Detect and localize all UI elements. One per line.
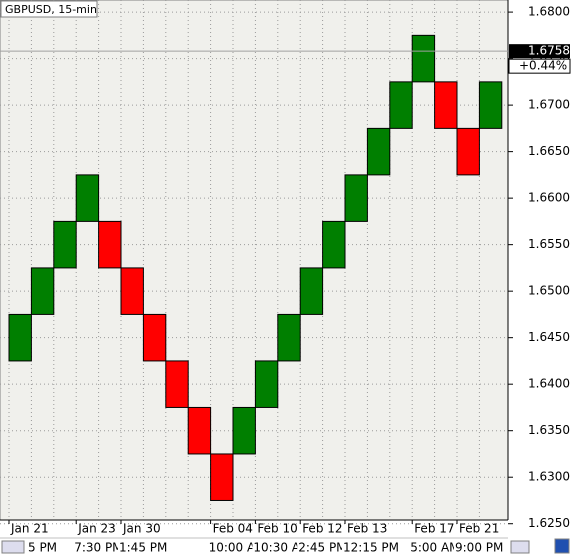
x-tick-label: Jan 21 (10, 522, 49, 536)
x-time-label: 5:00 AM (410, 541, 459, 555)
brick (232, 406, 256, 455)
brick (389, 81, 413, 129)
brick (366, 127, 391, 176)
x-time-label: 5 PM (28, 541, 57, 555)
brick (120, 267, 144, 315)
time-label-bg (342, 540, 394, 554)
x-tick-label: Feb 17 (414, 522, 454, 536)
plot (0, 0, 508, 525)
change-box (508, 58, 571, 74)
y-tick-label: 1.6350 (528, 423, 570, 437)
x-time-label: 9:00 PM (455, 541, 503, 555)
x-tick-label: Feb 21 (459, 522, 499, 536)
brick (411, 34, 436, 83)
x-tick-label: Feb 12 (302, 522, 342, 536)
y-tick-label: 1.6700 (528, 98, 570, 112)
brick (8, 313, 32, 362)
icon[interactable] (510, 540, 530, 554)
brick (277, 313, 301, 362)
y-tick-label: 1.6550 (528, 237, 570, 251)
x-time-label: 12:15 PM (343, 541, 399, 555)
brick (344, 174, 368, 222)
icon[interactable] (1, 540, 25, 554)
y-tick-label: 1.6250 (528, 516, 570, 530)
brick (98, 220, 122, 269)
time-label-bg (297, 540, 350, 554)
brick (299, 267, 324, 315)
x-time-label: 10:00 AM (209, 541, 266, 555)
x-tick-label: Feb 04 (213, 522, 253, 536)
brick (210, 453, 234, 501)
brick (165, 360, 189, 408)
y-tick-label: 1.6400 (528, 377, 570, 391)
time-label-bg (118, 540, 170, 554)
price-axis (508, 0, 571, 520)
y-tick-label: 1.6800 (528, 5, 570, 19)
last-price-label: 1.6758 (528, 44, 570, 58)
y-tick-label: 1.6450 (528, 330, 570, 344)
last-price-box (509, 44, 570, 59)
brick (53, 220, 77, 269)
x-time-label: 7:30 PM (74, 541, 122, 555)
brick (75, 174, 100, 222)
help-icon[interactable] (554, 538, 570, 554)
x-tick-label: Jan 23 (77, 522, 116, 536)
brick (478, 81, 503, 129)
brick (456, 127, 480, 176)
x-tick-label: Feb 13 (347, 522, 387, 536)
time-label-bg (207, 540, 260, 554)
x-time-label: 10:30 AM (253, 541, 310, 555)
x-tick-label: Jan 30 (122, 522, 161, 536)
brick (322, 220, 346, 269)
y-tick-label: 1.6600 (528, 191, 570, 205)
title-box (0, 0, 98, 18)
time-label-bg (409, 540, 462, 554)
time-label-bg (252, 540, 305, 554)
x-time-label: 1:45 PM (119, 541, 167, 555)
x-time-label: 2:45 PM (298, 541, 346, 555)
brick (254, 360, 279, 408)
brick (30, 267, 55, 315)
y-tick-label: 1.6500 (528, 284, 570, 298)
y-tick-label: 1.6300 (528, 470, 570, 484)
change-label: +0.44% (519, 59, 567, 73)
chart-title: GBPUSD, 15-min (5, 3, 97, 16)
time-label-bg (27, 540, 79, 554)
time-label-bg (454, 540, 506, 554)
x-tick-label: Feb 10 (257, 522, 297, 536)
y-tick-label: 1.6650 (528, 144, 570, 158)
brick (187, 406, 212, 455)
time-label-bg (73, 540, 126, 554)
brick (434, 81, 458, 129)
brick (142, 313, 167, 362)
